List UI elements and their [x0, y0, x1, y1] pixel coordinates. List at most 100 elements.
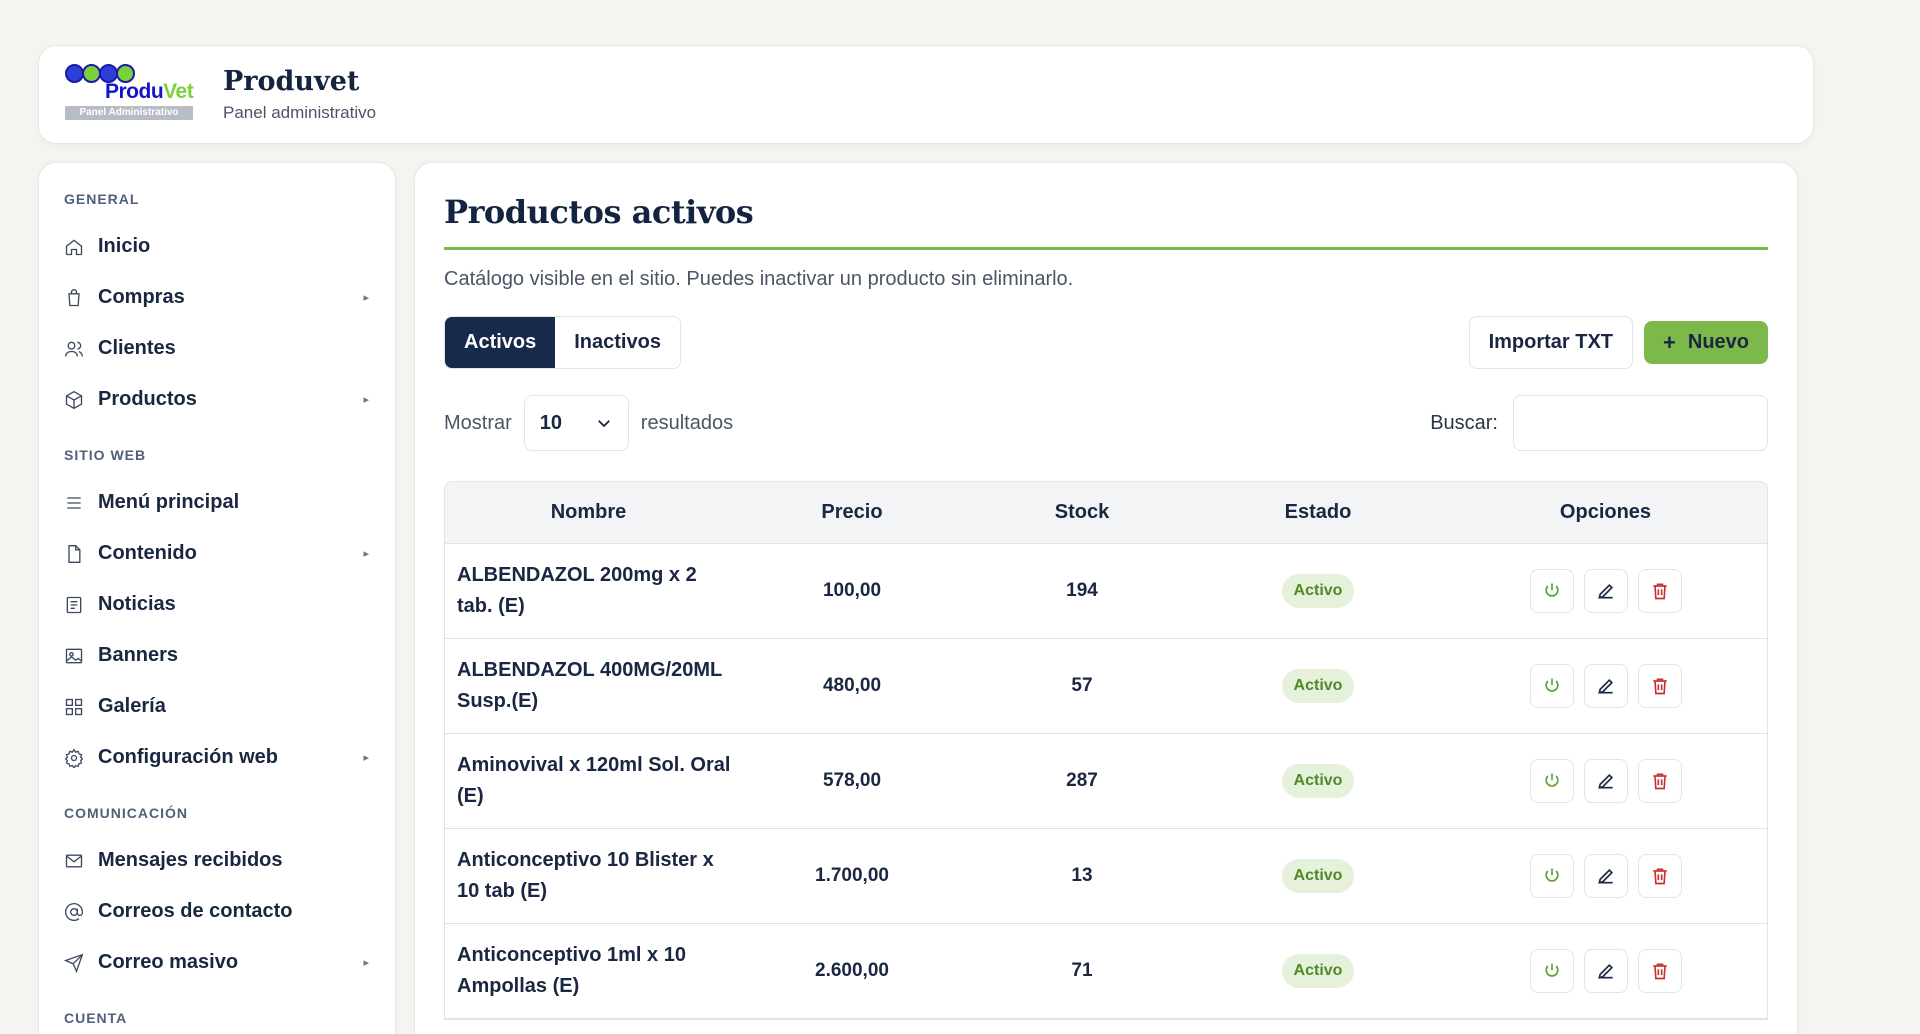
edit-button[interactable]	[1583, 664, 1628, 708]
new-product-button[interactable]: + Nuevo	[1644, 321, 1768, 364]
pencil-icon	[1597, 678, 1613, 694]
sidebar: GENERAL Inicio Compras ▸ Clientes Produc…	[38, 162, 396, 1034]
produvet-logo[interactable]: ProduVet Panel Administrativo	[65, 63, 195, 126]
toggle-status-button[interactable]	[1529, 569, 1574, 613]
logo-strip: Panel Administrativo	[65, 105, 193, 120]
image-icon	[64, 646, 98, 666]
table-header: Nombre Precio Stock Estado Opciones	[445, 482, 1767, 544]
delete-button[interactable]	[1637, 949, 1682, 993]
trash-icon	[1652, 868, 1667, 885]
logo-brand-accent: Vet	[163, 79, 194, 103]
column-header-stock[interactable]: Stock	[1054, 501, 1110, 523]
chevron-right-icon: ▸	[363, 752, 369, 764]
toggle-status-button[interactable]	[1529, 949, 1574, 993]
page-size-value: 10	[539, 411, 563, 434]
grid-icon	[64, 697, 98, 717]
section-label-sitio-web: SITIO WEB	[64, 447, 147, 463]
product-price: 480,00	[822, 675, 882, 696]
sidebar-item-configuracion-web[interactable]: Configuración web ▸	[64, 732, 369, 783]
column-header-estado[interactable]: Estado	[1284, 501, 1352, 523]
sidebar-item-correos-contacto[interactable]: Correos de contacto	[64, 886, 369, 937]
chevron-right-icon: ▸	[363, 292, 369, 304]
gear-icon	[64, 747, 98, 768]
tab-inactivos[interactable]: Inactivos	[555, 317, 680, 368]
search-input[interactable]	[1513, 395, 1768, 451]
edit-button[interactable]	[1583, 569, 1628, 613]
send-icon	[64, 953, 98, 973]
edit-button[interactable]	[1583, 854, 1628, 898]
sidebar-item-clientes[interactable]: Clientes	[64, 323, 369, 374]
page-size-select[interactable]: 10	[523, 395, 629, 451]
sidebar-item-label: Mensajes recibidos	[98, 849, 283, 871]
tab-activos[interactable]: Activos	[445, 317, 556, 368]
trash-icon	[1652, 583, 1667, 600]
sidebar-item-label: Compras	[98, 286, 185, 308]
logo-brand: ProduVet	[105, 79, 194, 104]
pencil-icon	[1597, 963, 1613, 979]
box-icon	[64, 390, 98, 410]
section-label-cuenta: CUENTA	[64, 1010, 128, 1026]
status-badge: Activo	[1281, 764, 1355, 798]
product-name: Anticonceptivo 1ml x 10 Ampollas (E)	[457, 944, 686, 997]
at-icon	[64, 902, 98, 922]
trash-icon	[1652, 678, 1667, 695]
sidebar-item-productos[interactable]: Productos ▸	[64, 374, 369, 425]
product-price: 100,00	[822, 580, 882, 601]
menu-icon	[64, 493, 98, 513]
product-stock: 13	[1071, 865, 1093, 886]
sidebar-item-noticias[interactable]: Noticias	[64, 579, 369, 630]
show-label: Mostrar	[444, 411, 512, 434]
sidebar-item-correo-masivo[interactable]: Correo masivo ▸	[64, 937, 369, 988]
pencil-icon	[1597, 868, 1613, 884]
sidebar-item-menu-principal[interactable]: Menú principal	[64, 477, 369, 528]
sidebar-item-contenido[interactable]: Contenido ▸	[64, 528, 369, 579]
edit-button[interactable]	[1583, 949, 1628, 993]
status-badge: Activo	[1281, 954, 1355, 988]
toggle-status-button[interactable]	[1529, 664, 1574, 708]
trash-icon	[1652, 773, 1667, 790]
table-row: Anticonceptivo 1ml x 10 Ampollas (E) 2.6…	[445, 924, 1767, 1019]
mail-icon	[64, 851, 98, 871]
top-header: ProduVet Panel Administrativo Produvet P…	[38, 45, 1814, 144]
delete-button[interactable]	[1637, 569, 1682, 613]
delete-button[interactable]	[1637, 759, 1682, 803]
import-txt-button[interactable]: Importar TXT	[1468, 316, 1634, 369]
toggle-status-button[interactable]	[1529, 854, 1574, 898]
edit-button[interactable]	[1583, 759, 1628, 803]
table-row: Anticonceptivo 10 Blister x 10 tab (E) 1…	[445, 829, 1767, 924]
product-stock: 194	[1066, 580, 1098, 601]
status-badge: Activo	[1281, 669, 1355, 703]
sidebar-item-inicio[interactable]: Inicio	[64, 221, 369, 272]
bag-icon	[64, 288, 98, 308]
product-price: 1.700,00	[815, 865, 889, 886]
status-tabs: Activos Inactivos	[444, 316, 681, 369]
results-label: resultados	[640, 411, 734, 434]
column-header-opciones: Opciones	[1559, 501, 1652, 523]
sidebar-item-mensajes-recibidos[interactable]: Mensajes recibidos	[64, 835, 369, 886]
sidebar-item-compras[interactable]: Compras ▸	[64, 272, 369, 323]
product-name: ALBENDAZOL 400MG/20ML Susp.(E)	[457, 659, 722, 712]
status-badge: Activo	[1281, 574, 1355, 608]
table-row: Aminovival x 120ml Sol. Oral (E) 578,00 …	[445, 734, 1767, 829]
delete-button[interactable]	[1637, 664, 1682, 708]
power-icon	[1544, 583, 1559, 597]
product-stock: 57	[1071, 675, 1093, 696]
column-header-precio[interactable]: Precio	[821, 501, 883, 523]
sidebar-item-label: Contenido	[98, 542, 197, 564]
sidebar-item-label: Noticias	[98, 593, 176, 615]
news-icon	[64, 595, 98, 615]
pencil-icon	[1597, 583, 1613, 599]
sidebar-item-banners[interactable]: Banners	[64, 630, 369, 681]
toggle-status-button[interactable]	[1529, 759, 1574, 803]
product-name: Aminovival x 120ml Sol. Oral (E)	[457, 754, 731, 807]
sidebar-item-galeria[interactable]: Galería	[64, 681, 369, 732]
section-label-comunicacion: COMUNICACIÓN	[64, 805, 188, 821]
delete-button[interactable]	[1637, 854, 1682, 898]
sidebar-item-label: Menú principal	[98, 491, 240, 513]
sidebar-item-label: Correo masivo	[98, 951, 239, 973]
power-icon	[1544, 773, 1559, 787]
column-header-nombre[interactable]: Nombre	[550, 501, 627, 523]
product-stock: 287	[1066, 770, 1098, 791]
products-table: Nombre Precio Stock Estado Opciones ALBE…	[444, 481, 1768, 1020]
sidebar-item-label: Banners	[98, 644, 179, 666]
